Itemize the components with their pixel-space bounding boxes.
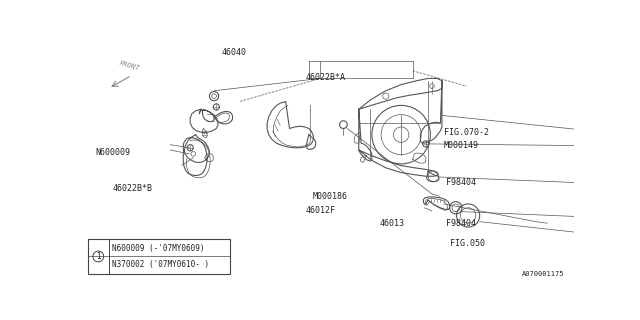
Text: FIG.070-2: FIG.070-2: [444, 128, 489, 137]
Text: FIG.050: FIG.050: [450, 239, 485, 248]
Bar: [88, 239, 230, 274]
Text: N600009: N600009: [95, 148, 131, 157]
Text: A070001175: A070001175: [522, 271, 564, 277]
Text: 1: 1: [96, 252, 100, 261]
Text: 46022B*A: 46022B*A: [306, 73, 346, 82]
Text: FRONT: FRONT: [118, 60, 140, 72]
Text: F98404: F98404: [446, 178, 476, 187]
Text: M000149: M000149: [444, 141, 479, 150]
Text: N600009 (-'07MY0609): N600009 (-'07MY0609): [112, 244, 205, 253]
Text: F98404: F98404: [446, 219, 476, 228]
Text: 46012F: 46012F: [306, 206, 336, 215]
Text: 46013: 46013: [380, 219, 404, 228]
Text: N370002 ('07MY0610- ): N370002 ('07MY0610- ): [112, 260, 209, 269]
Text: 46022B*B: 46022B*B: [112, 184, 152, 193]
Text: M000186: M000186: [312, 192, 348, 201]
Text: 46040: 46040: [222, 48, 247, 57]
